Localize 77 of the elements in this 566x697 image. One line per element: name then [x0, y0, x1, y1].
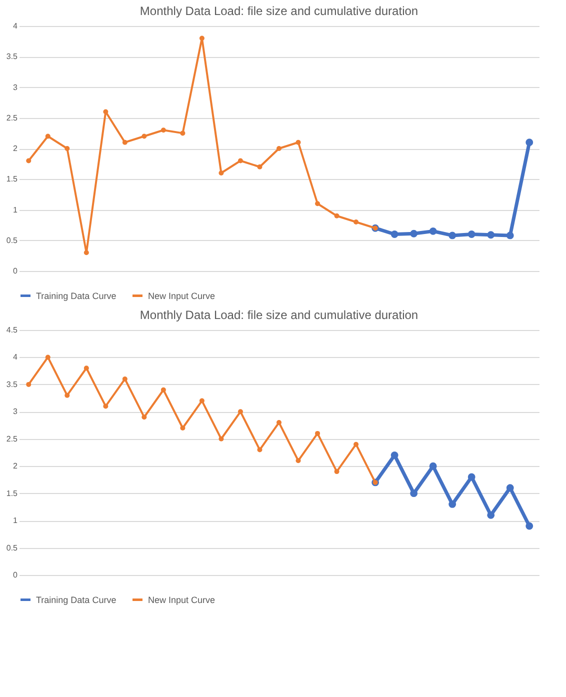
point [103, 404, 108, 409]
y-tick-label: 2.5 [6, 434, 18, 444]
y-tick-label: 3 [13, 82, 18, 92]
chart-title: Monthly Data Load: file size and cumulative duration [140, 4, 418, 18]
legend-label: New Input Curve [148, 290, 216, 301]
point [410, 490, 418, 498]
point [390, 452, 398, 459]
legend-label: New Input Curve [148, 594, 216, 605]
point [257, 164, 262, 170]
point [315, 430, 320, 436]
point [160, 387, 166, 392]
point [448, 500, 456, 508]
point [506, 484, 514, 492]
y-tick-label: 3.5 [6, 52, 18, 62]
point [180, 426, 186, 430]
point [315, 201, 320, 206]
point [334, 469, 340, 474]
point [487, 231, 495, 239]
point [429, 227, 437, 235]
point [238, 409, 243, 414]
point [122, 376, 128, 382]
chart-title: Monthly Data Load: file size and cumulative duration [140, 308, 418, 322]
point [410, 230, 418, 238]
y-tick-label: 1 [13, 205, 18, 214]
y-tick-label: 4 [13, 352, 18, 362]
point [218, 170, 224, 176]
y-tick-label: 4 [13, 22, 18, 30]
point [218, 436, 224, 442]
point [142, 414, 147, 420]
y-tick-label: 2.5 [6, 113, 18, 122]
point [199, 398, 204, 404]
point [84, 250, 89, 256]
point [64, 146, 70, 151]
point [296, 140, 301, 145]
point [334, 213, 340, 218]
point [354, 220, 359, 224]
point [45, 134, 50, 139]
point [257, 447, 262, 452]
point [526, 138, 534, 146]
y-tick-label: 0.5 [6, 543, 18, 552]
point [84, 366, 89, 371]
y-tick-label: 0 [13, 266, 18, 276]
point [238, 158, 243, 164]
point [296, 458, 301, 464]
point [45, 354, 50, 360]
point [276, 146, 282, 151]
y-tick-label: 3.5 [6, 380, 18, 389]
point [390, 230, 398, 238]
y-tick-label: 0 [13, 570, 18, 580]
point [354, 442, 359, 447]
point [180, 130, 186, 136]
point [122, 140, 128, 145]
legend-label: Training Data Curve [36, 290, 116, 301]
point [142, 134, 147, 139]
y-tick-label: 2 [13, 144, 18, 153]
point [468, 473, 476, 481]
point [199, 36, 204, 41]
point [526, 522, 534, 530]
legend-label: Training Data Curve [36, 594, 116, 605]
point [506, 232, 514, 240]
point [276, 420, 282, 426]
point [448, 232, 456, 240]
y-tick-label: 2 [13, 462, 18, 471]
point [64, 392, 70, 398]
y-tick-label: 3 [13, 407, 18, 416]
point [26, 158, 32, 164]
point [468, 230, 476, 238]
y-tick-label: 1.5 [6, 174, 18, 184]
point [160, 128, 166, 133]
y-tick-label: 1 [13, 516, 18, 526]
point [26, 382, 32, 387]
y-tick-label: 1.5 [6, 488, 18, 498]
point [487, 511, 495, 519]
point [429, 462, 437, 470]
y-tick-label: 0.5 [6, 236, 18, 245]
y-tick-label: 4.5 [6, 326, 18, 334]
point [103, 109, 108, 114]
